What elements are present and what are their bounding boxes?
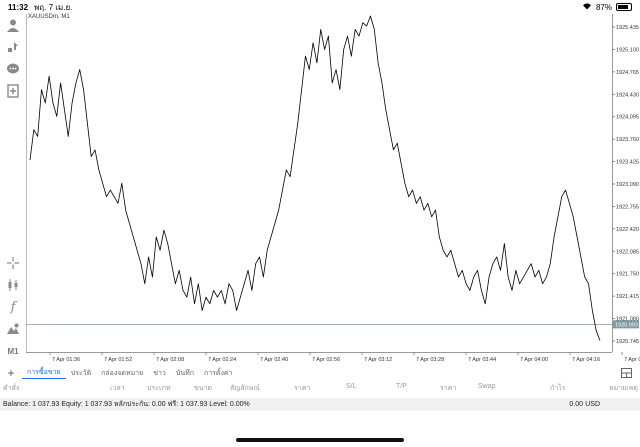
y-tick-label-4: 1924.095 [616, 115, 639, 121]
x-tick-label-1: 7 Apr 01:52 [104, 357, 132, 363]
status-time: 11:32 [8, 2, 29, 12]
col-type: ประเภท [147, 385, 171, 392]
col-profit: กำไร [550, 385, 566, 392]
timeframe-button[interactable]: M1 [7, 346, 19, 356]
x-tick-label-10: 7 Apr 04:16 [572, 357, 600, 363]
chart-canvas[interactable]: 1925.435 1925.100 1924.765 1924.430 1924.095… [26, 14, 640, 364]
y-tick-label-10: 1922.085 [616, 249, 639, 255]
add-icon[interactable]: + [7, 366, 15, 380]
col-size: ขนาด [194, 385, 213, 392]
home-indicator[interactable] [236, 438, 404, 442]
chart-symbol-label: XAUUSDm, M1 [28, 14, 70, 20]
x-tick-label-11: 7 Apr 04:32 [624, 357, 640, 363]
y-tick-label-5: 1923.760 [616, 137, 639, 143]
battery-icon [616, 3, 632, 11]
col-tp: T/P [396, 383, 407, 390]
y-tick-label-12: 1921.415 [616, 294, 639, 300]
x-tick-label-7: 7 Apr 03:28 [416, 357, 444, 363]
trade-table-header: คำสั่ง เวลา ประเภท ขนาด สัญลักษณ์ ราคา S… [0, 383, 640, 395]
y-tick-label-9: 1922.420 [616, 227, 639, 233]
status-date: พฤ. 7 เม.ย. [34, 2, 73, 12]
tab-journal[interactable]: บันทึก [175, 369, 194, 377]
y-tick-label-11: 1921.750 [616, 272, 639, 278]
balance-profit: 0.00 [569, 401, 583, 408]
y-tick-label-1: 1925.100 [616, 47, 639, 53]
terminal-tabs: + การซื้อขาย ประวัติ กล่องจดหมาย ข่าว บั… [0, 365, 640, 381]
x-tick-label-3: 7 Apr 02:24 [208, 357, 236, 363]
left-toolbar: f M1 [0, 14, 26, 362]
objects-icon[interactable] [2, 318, 24, 340]
x-tick-label-6: 7 Apr 03:12 [364, 357, 392, 363]
status-bar: 11:32 พฤ. 7 เม.ย. 87% [0, 0, 640, 14]
series-line-0 [29, 15, 601, 341]
col-order: คำสั่ง [3, 385, 20, 392]
y-tick-label-14: 1920.745 [616, 339, 639, 345]
y-tick-label-2: 1924.765 [616, 70, 639, 76]
account-icon[interactable] [2, 14, 24, 36]
y-tick-label-7: 1923.090 [616, 182, 639, 188]
panel-toggle-icon[interactable] [621, 368, 632, 381]
indicators-icon[interactable]: f [10, 299, 16, 315]
col-sl: S/L [346, 383, 357, 390]
col-symbol: สัญลักษณ์ [230, 385, 260, 392]
col-current-price: ราคา [440, 385, 457, 392]
tab-news[interactable]: ข่าว [153, 369, 166, 377]
tab-mailbox[interactable]: กล่องจดหมาย [101, 369, 144, 377]
current-price-tag [613, 320, 639, 329]
col-comment: หมายเหตุ [609, 385, 638, 392]
col-time: เวลา [110, 385, 125, 392]
x-tick-label-8: 7 Apr 03:44 [468, 357, 496, 363]
add-chart-icon[interactable] [2, 80, 24, 102]
y-tick-label-8: 1922.755 [616, 204, 639, 210]
wifi-icon [582, 2, 592, 12]
col-price: ราคา [294, 385, 311, 392]
balance-row: Balance: 1 037.93 Equity: 1 037.93 หลักป… [0, 398, 640, 411]
x-tick-label-9: 7 Apr 04:00 [520, 357, 548, 363]
balance-currency: USD [585, 401, 600, 408]
chat-icon[interactable] [2, 58, 24, 80]
price-chart[interactable]: 1925.435 1925.100 1924.765 1924.430 1924.095… [26, 14, 640, 364]
y-tick-label-3: 1924.430 [616, 92, 639, 98]
x-tick-label-4: 7 Apr 02:40 [260, 357, 288, 363]
x-tick-label-2: 7 Apr 02:08 [156, 357, 184, 363]
candlestick-icon[interactable] [2, 274, 24, 296]
balance-text: Balance: 1 037.93 Equity: 1 037.93 หลักป… [3, 401, 250, 408]
tab-history[interactable]: ประวัติ [70, 369, 92, 377]
crosshair-icon[interactable] [2, 252, 24, 274]
new-order-icon[interactable] [2, 36, 24, 58]
x-tick-label-5: 7 Apr 02:56 [312, 357, 340, 363]
battery-percent: 87% [595, 2, 612, 12]
tab-settings[interactable]: การตั้งค่า [203, 369, 233, 377]
tab-trade[interactable]: การซื้อขาย [22, 367, 66, 379]
x-tick-label-0: 7 Apr 01:36 [52, 357, 80, 363]
y-tick-label-0: 1925.435 [616, 25, 639, 31]
y-tick-label-13: 1921.080 [616, 317, 639, 323]
current-price-label: 1920.993 [615, 322, 638, 328]
y-tick-label-6: 1923.425 [616, 160, 639, 166]
col-swap: Swap [478, 383, 496, 390]
